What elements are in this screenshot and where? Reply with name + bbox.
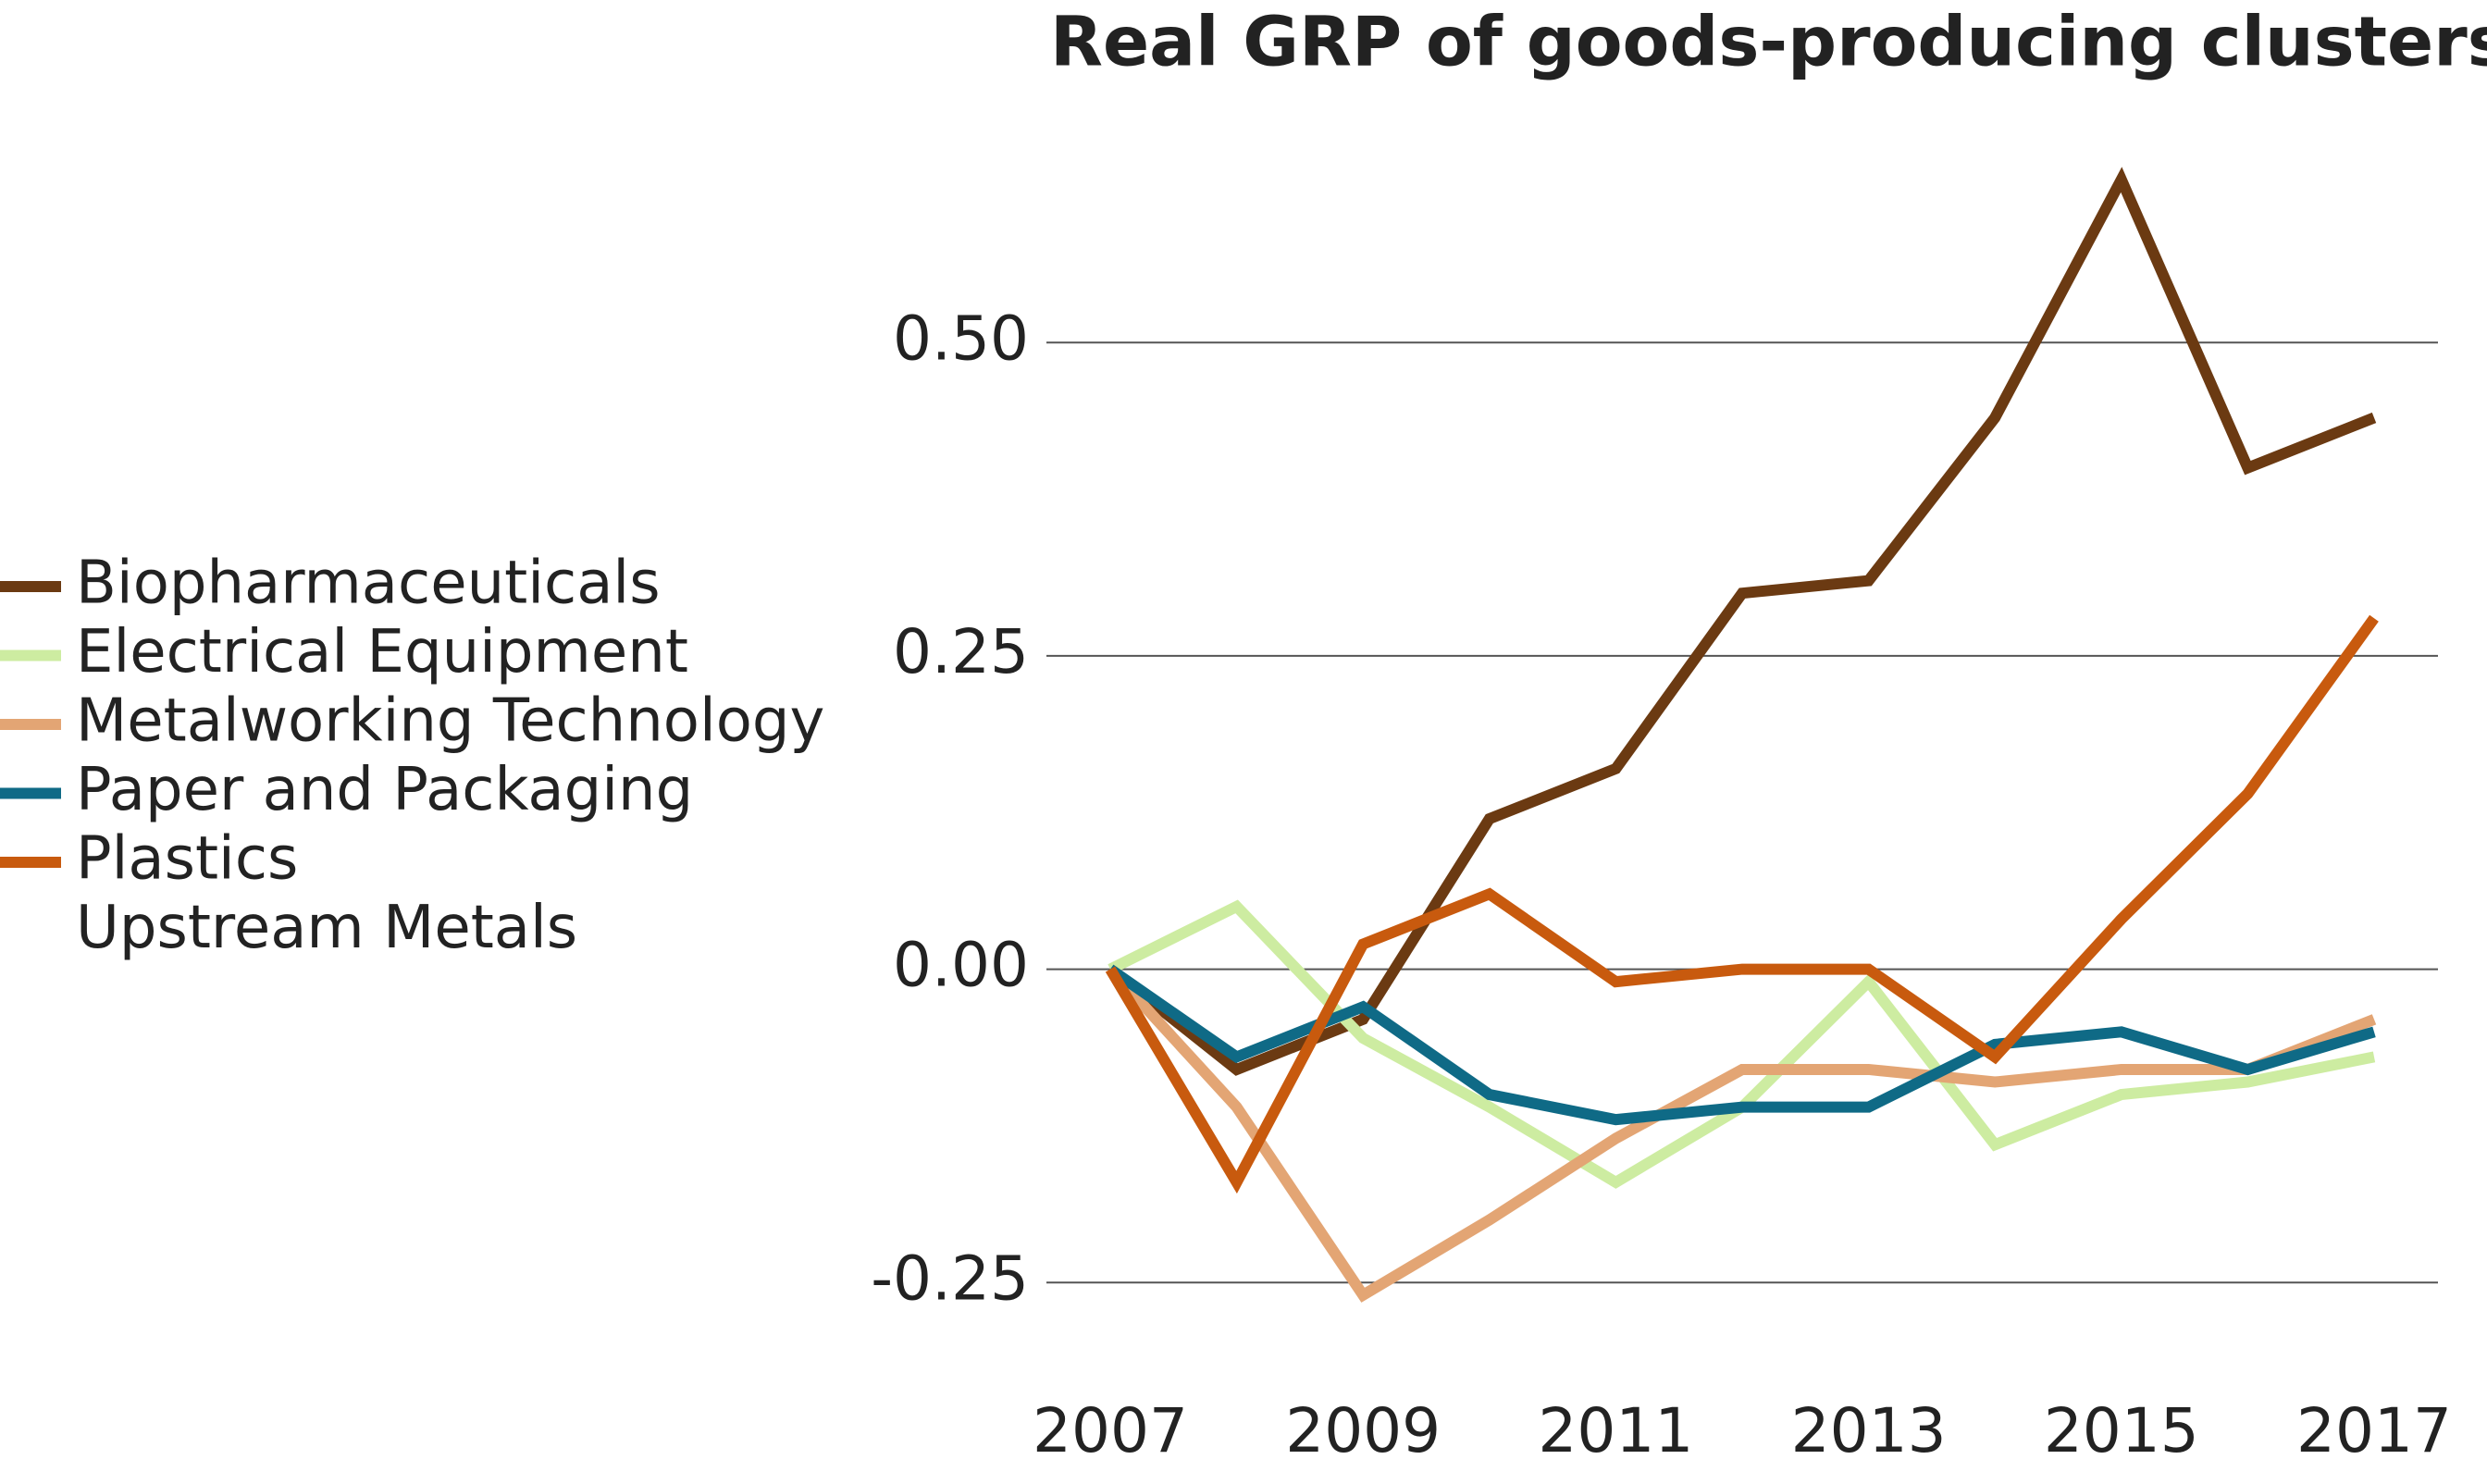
- y-tick-label: 0.25: [893, 616, 1029, 687]
- x-tick-label: 2013: [1791, 1395, 1947, 1466]
- legend-label: Metalworking Technology: [76, 687, 824, 756]
- x-tick-label: 2011: [1538, 1395, 1693, 1466]
- chart-title: Real GRP of goods-producing clusters ov: [1050, 3, 2487, 82]
- series-line: [1107, 167, 2377, 1076]
- legend-label: Electrical Equipment: [76, 618, 688, 686]
- series-line: [1106, 965, 2377, 1303]
- legend-label: Paper and Packaging: [76, 756, 693, 824]
- x-tick-label: 2007: [1033, 1395, 1188, 1466]
- y-tick-label: 0.00: [893, 930, 1029, 1001]
- legend-label: Biopharmaceuticals: [76, 550, 661, 618]
- x-tick-label: 2009: [1285, 1395, 1441, 1466]
- series-line: [1105, 614, 2379, 1194]
- legend-label: Upstream Metals: [76, 894, 577, 962]
- y-tick-label: -0.25: [871, 1243, 1029, 1314]
- legend-label: Plastics: [76, 825, 298, 894]
- y-tick-label: 0.50: [893, 303, 1029, 374]
- x-tick-label: 2017: [2296, 1395, 2452, 1466]
- x-tick-label: 2015: [2044, 1395, 2199, 1466]
